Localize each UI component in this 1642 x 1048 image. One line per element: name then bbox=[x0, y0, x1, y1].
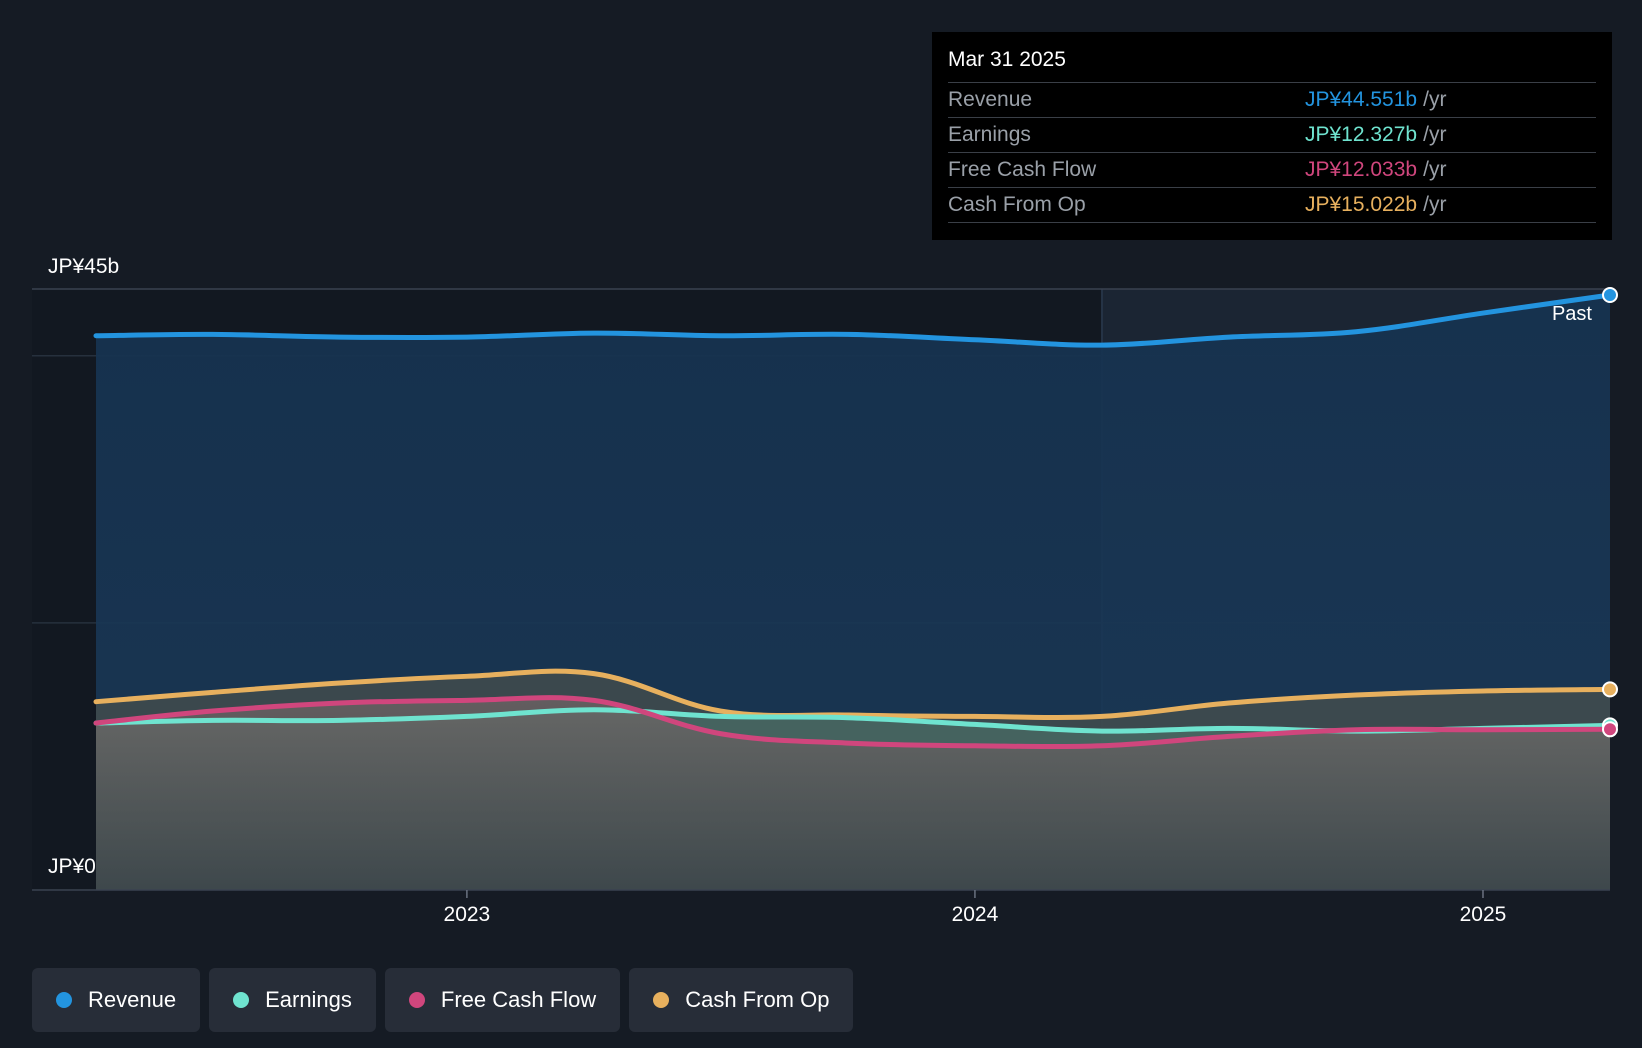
legend-item-earnings[interactable]: Earnings bbox=[209, 968, 376, 1032]
legend-dot-icon bbox=[56, 992, 72, 1008]
legend-dot-icon bbox=[233, 992, 250, 1008]
free-cash-flow-end-marker bbox=[1602, 721, 1618, 738]
legend-item-cash-from-op[interactable]: Cash From Op bbox=[629, 968, 854, 1032]
tooltip-label: Free Cash Flow bbox=[948, 158, 1097, 181]
legend-dot-icon bbox=[408, 992, 425, 1008]
y-tick-label-top: JP¥45b bbox=[48, 255, 119, 278]
free-cash-flow-line bbox=[93, 695, 1613, 750]
x-tick-label: 2025 bbox=[1460, 903, 1507, 926]
tooltip-unit: /yr bbox=[1423, 123, 1447, 146]
free-cash-flow-area bbox=[96, 697, 1610, 890]
tooltip-row-cash-from-op: Cash From Op JP¥15.022b /yr bbox=[948, 188, 1596, 223]
x-tick-label: 2023 bbox=[444, 903, 491, 926]
tooltip-value: JP¥44.551b bbox=[1305, 88, 1418, 111]
tooltip-unit: /yr bbox=[1423, 158, 1447, 181]
tooltip-label: Earnings bbox=[948, 123, 1031, 146]
x-tick-label: 2024 bbox=[952, 903, 999, 926]
cash-from-op-end-marker bbox=[1602, 681, 1618, 698]
tooltip-unit: /yr bbox=[1423, 88, 1447, 111]
tooltip-row-earnings: Earnings JP¥12.327b /yr bbox=[948, 118, 1596, 153]
y-tick-label-bottom: JP¥0 bbox=[48, 855, 96, 878]
legend-item-revenue[interactable]: Revenue bbox=[32, 968, 201, 1032]
axes: 2023 2024 2025 JP¥45b JP¥0 bbox=[32, 255, 1610, 926]
tooltip-panel: Mar 31 2025 Revenue JP¥44.551b /yr Earni… bbox=[932, 32, 1612, 240]
series-lines bbox=[93, 292, 1613, 750]
legend-dot-icon bbox=[653, 992, 670, 1008]
cash-from-op-line bbox=[93, 668, 1613, 720]
revenue-end-marker bbox=[1602, 286, 1618, 303]
tooltip-label: Revenue bbox=[948, 88, 1033, 111]
revenue-line bbox=[93, 292, 1613, 348]
tooltip-row-free-cash-flow: Free Cash Flow JP¥12.033b /yr bbox=[948, 153, 1596, 188]
tooltip-value: JP¥12.327b bbox=[1305, 123, 1418, 146]
tooltip-value: JP¥15.022b bbox=[1305, 193, 1418, 216]
past-label: Past bbox=[1552, 303, 1592, 325]
series-end-markers bbox=[1602, 286, 1618, 738]
legend-label: Revenue bbox=[88, 987, 177, 1012]
tooltip-date: Mar 31 2025 bbox=[948, 46, 1596, 83]
tooltip-row-revenue: Revenue JP¥44.551b /yr bbox=[948, 83, 1596, 118]
legend-label: Free Cash Flow bbox=[440, 987, 597, 1012]
tooltip-label: Cash From Op bbox=[948, 193, 1086, 216]
legend-label: Earnings bbox=[265, 987, 352, 1012]
series-areas bbox=[96, 294, 1610, 890]
legend: Revenue Earnings Free Cash Flow Cash Fro… bbox=[32, 968, 854, 1032]
tooltip-unit: /yr bbox=[1423, 193, 1447, 216]
legend-label: Cash From Op bbox=[685, 987, 830, 1012]
tooltip-value: JP¥12.033b bbox=[1305, 158, 1418, 181]
legend-item-free-cash-flow[interactable]: Free Cash Flow bbox=[384, 968, 621, 1032]
